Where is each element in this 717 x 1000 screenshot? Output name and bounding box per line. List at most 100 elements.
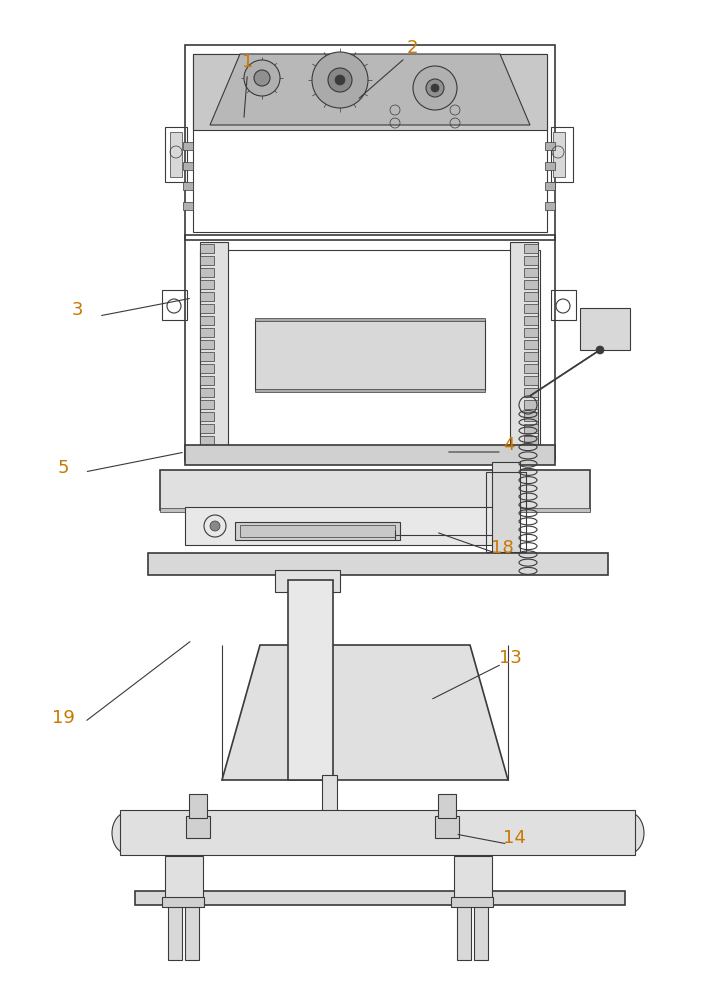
Bar [135, 891, 625, 905]
Bar [454, 856, 492, 900]
Bar [524, 424, 538, 433]
Text: 19: 19 [52, 709, 75, 727]
Text: 2: 2 [407, 39, 418, 57]
Bar [200, 328, 214, 337]
Bar [183, 162, 193, 170]
Circle shape [328, 68, 352, 92]
Bar [551, 290, 576, 320]
Bar [288, 580, 333, 780]
Bar [240, 525, 395, 537]
Bar [200, 242, 228, 452]
Text: 4: 4 [503, 436, 515, 454]
Bar [200, 268, 214, 277]
Ellipse shape [612, 812, 644, 854]
Text: 14: 14 [503, 829, 526, 847]
Bar [553, 132, 565, 177]
Bar [162, 290, 187, 320]
Bar [524, 388, 538, 397]
Bar [200, 400, 214, 409]
Bar [170, 132, 182, 177]
Bar [524, 280, 538, 289]
Bar [200, 256, 214, 265]
Bar [510, 242, 538, 452]
Circle shape [431, 84, 439, 92]
Bar [193, 54, 547, 130]
Text: 5: 5 [57, 459, 69, 477]
Bar [545, 162, 555, 170]
Bar [160, 508, 590, 512]
Bar [275, 570, 340, 592]
Circle shape [426, 79, 444, 97]
Bar [524, 400, 538, 409]
Bar [186, 816, 210, 838]
Bar [162, 897, 204, 907]
Bar [165, 127, 187, 182]
Bar [457, 898, 471, 960]
Bar [524, 340, 538, 349]
Bar [200, 376, 214, 385]
Bar [200, 424, 214, 433]
Bar [255, 318, 485, 321]
Bar [524, 268, 538, 277]
Circle shape [244, 60, 280, 96]
Text: 13: 13 [499, 649, 522, 667]
Bar [438, 794, 456, 818]
Bar [255, 389, 485, 392]
Bar [148, 553, 608, 575]
Ellipse shape [112, 812, 144, 854]
Text: 18: 18 [490, 539, 513, 557]
Polygon shape [222, 645, 508, 780]
Bar [524, 316, 538, 325]
Bar [492, 462, 520, 557]
Bar [524, 292, 538, 301]
Bar [185, 45, 555, 240]
Bar [435, 816, 459, 838]
Bar [545, 182, 555, 190]
Bar [524, 352, 538, 361]
Bar [200, 364, 214, 373]
Bar [183, 182, 193, 190]
Bar [486, 472, 526, 552]
Bar [524, 244, 538, 253]
Bar [545, 142, 555, 150]
Bar [551, 127, 573, 182]
Bar [200, 352, 214, 361]
Bar [200, 412, 214, 421]
Polygon shape [210, 54, 530, 125]
Bar [200, 304, 214, 313]
Bar [160, 470, 590, 510]
Bar [545, 202, 555, 210]
Bar [168, 898, 182, 960]
Bar [120, 810, 635, 855]
Bar [322, 775, 337, 845]
Bar [200, 340, 214, 349]
Bar [524, 364, 538, 373]
Bar [255, 320, 485, 390]
Circle shape [596, 346, 604, 354]
Circle shape [335, 75, 345, 85]
Text: 1: 1 [242, 53, 253, 71]
Bar [185, 898, 199, 960]
Circle shape [254, 70, 270, 86]
Bar [185, 235, 555, 460]
Bar [185, 507, 520, 545]
Bar [200, 250, 540, 445]
Bar [580, 308, 630, 350]
Text: 3: 3 [72, 301, 83, 319]
Bar [183, 818, 563, 840]
Circle shape [312, 52, 368, 108]
Bar [165, 856, 203, 900]
Bar [524, 328, 538, 337]
Bar [189, 794, 207, 818]
Bar [200, 244, 214, 253]
Circle shape [413, 66, 457, 110]
Bar [200, 280, 214, 289]
Bar [524, 304, 538, 313]
Bar [524, 412, 538, 421]
Bar [524, 376, 538, 385]
Bar [451, 897, 493, 907]
Circle shape [210, 521, 220, 531]
Bar [200, 436, 214, 445]
Bar [474, 898, 488, 960]
Bar [183, 202, 193, 210]
